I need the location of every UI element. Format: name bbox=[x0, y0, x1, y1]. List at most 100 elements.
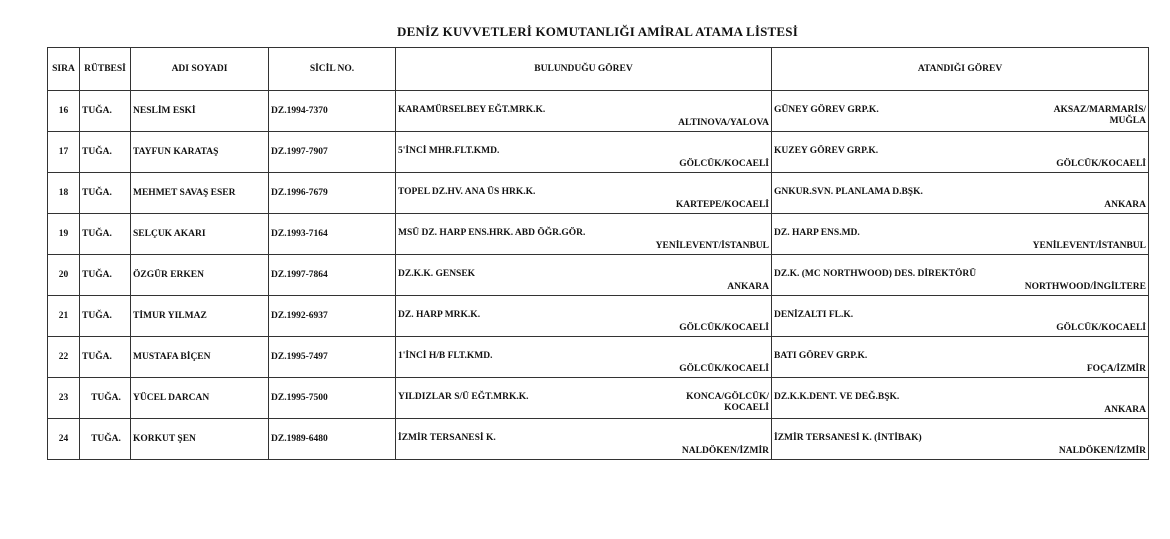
name-cell: NESLİM ESKİ bbox=[130, 90, 269, 132]
sicil-cell: DZ.1995-7497 bbox=[268, 336, 396, 378]
sicil-cell: DZ.1995-7500 bbox=[268, 377, 396, 419]
table-row: 23 TUĞA. YÜCEL DARCAN DZ.1995-7500 YILDIZLAR… bbox=[47, 377, 1149, 419]
rank-cell: TUĞA. bbox=[79, 172, 131, 214]
assigned-location: AKSAZ/MARMARİS/ MUĞLA bbox=[1053, 105, 1146, 126]
assigned-duty-cell: GÜNEY GÖREV GRP.K. AKSAZ/MARMARİS/ MUĞLA bbox=[771, 90, 1149, 132]
assigned-position: DZ.K. (MC NORTHWOOD) DES. DİREKTÖRÜ bbox=[774, 269, 977, 279]
header-ad: ADI SOYADI bbox=[130, 47, 269, 91]
name-cell: YÜCEL DARCAN bbox=[130, 377, 269, 419]
current-location: ANKARA bbox=[727, 282, 769, 292]
rank-cell: TUĞA. bbox=[79, 213, 131, 255]
current-duty-cell: 5'İNCİ MHR.FLT.KMD. GÖLCÜK/KOCAELİ bbox=[395, 131, 772, 173]
assigned-duty-cell: DENİZALTI FL.K. GÖLCÜK/KOCAELİ bbox=[771, 295, 1149, 337]
sira-cell: 18 bbox=[47, 172, 80, 214]
assigned-location: GÖLCÜK/KOCAELİ bbox=[1056, 159, 1146, 169]
name-cell: KORKUT ŞEN bbox=[130, 418, 269, 460]
sira-cell: 24 bbox=[47, 418, 80, 460]
table-row: 16 TUĞA. NESLİM ESKİ DZ.1994-7370 KARAMÜRSEL… bbox=[47, 90, 1149, 132]
assigned-position: GNKUR.SVN. PLANLAMA D.BŞK. bbox=[774, 187, 923, 197]
sira-cell: 19 bbox=[47, 213, 80, 255]
header-bulundugu: BULUNDUĞU GÖREV bbox=[395, 47, 772, 91]
header-sira: SIRA bbox=[47, 47, 80, 91]
name-cell: TİMUR YILMAZ bbox=[130, 295, 269, 337]
assigned-duty-cell: DZ.K. (MC NORTHWOOD) DES. DİREKTÖRÜ NORTH… bbox=[771, 254, 1149, 296]
current-duty-cell: KARAMÜRSELBEY EĞT.MRK.K. ALTINOVA/YALOVA bbox=[395, 90, 772, 132]
rank-cell: TUĞA. bbox=[79, 377, 131, 419]
assigned-position: DENİZALTI FL.K. bbox=[774, 310, 854, 320]
current-position: YILDIZLAR S/Ü EĞT.MRK.K. bbox=[398, 392, 529, 402]
current-duty-cell: 1'İNCİ H/B FLT.KMD. GÖLCÜK/KOCAELİ bbox=[395, 336, 772, 378]
sicil-cell: DZ.1997-7907 bbox=[268, 131, 396, 173]
name-cell: SELÇUK AKARI bbox=[130, 213, 269, 255]
current-position: KARAMÜRSELBEY EĞT.MRK.K. bbox=[398, 105, 546, 115]
assigned-location: ANKARA bbox=[1104, 200, 1146, 210]
sicil-cell: DZ.1997-7864 bbox=[268, 254, 396, 296]
sira-cell: 21 bbox=[47, 295, 80, 337]
assigned-position: DZ.K.K.DENT. VE DEĞ.BŞK. bbox=[774, 392, 900, 402]
rank-cell: TUĞA. bbox=[79, 418, 131, 460]
assigned-location: GÖLCÜK/KOCAELİ bbox=[1056, 323, 1146, 333]
sira-cell: 20 bbox=[47, 254, 80, 296]
name-cell: ÖZGÜR ERKEN bbox=[130, 254, 269, 296]
assigned-position: DZ. HARP ENS.MD. bbox=[774, 228, 860, 238]
sira-cell: 23 bbox=[47, 377, 80, 419]
assigned-location: NORTHWOOD/İNGİLTERE bbox=[1024, 282, 1146, 292]
table-row: 21 TUĞA. TİMUR YILMAZ DZ.1992-6937 DZ. HARP … bbox=[47, 295, 1149, 337]
assigned-position: GÜNEY GÖREV GRP.K. bbox=[774, 105, 879, 115]
assigned-duty-cell: GNKUR.SVN. PLANLAMA D.BŞK. ANKARA bbox=[771, 172, 1149, 214]
current-duty-cell: DZ. HARP MRK.K. GÖLCÜK/KOCAELİ bbox=[395, 295, 772, 337]
sicil-cell: DZ.1989-6480 bbox=[268, 418, 396, 460]
name-cell: MUSTAFA BİÇEN bbox=[130, 336, 269, 378]
current-position: DZ.K.K. GENSEK bbox=[398, 269, 476, 279]
current-position: MSÜ DZ. HARP ENS.HRK. ABD ÖĞR.GÖR. bbox=[398, 228, 586, 238]
current-duty-cell: MSÜ DZ. HARP ENS.HRK. ABD ÖĞR.GÖR. YENİLE… bbox=[395, 213, 772, 255]
table-row: 18 TUĞA. MEHMET SAVAŞ ESER DZ.1996-7679 TOPE… bbox=[47, 172, 1149, 214]
current-location: YENİLEVENT/İSTANBUL bbox=[655, 241, 769, 251]
table-row: 19 TUĞA. SELÇUK AKARI DZ.1993-7164 MSÜ DZ. H… bbox=[47, 213, 1149, 255]
sira-cell: 17 bbox=[47, 131, 80, 173]
assigned-position: KUZEY GÖREV GRP.K. bbox=[774, 146, 879, 156]
header-sicil: SİCİL NO. bbox=[268, 47, 396, 91]
assigned-location: NALDÖKEN/İZMİR bbox=[1058, 446, 1146, 456]
assigned-duty-cell: DZ.K.K.DENT. VE DEĞ.BŞK. ANKARA bbox=[771, 377, 1149, 419]
document-title: DENİZ KUVVETLERİ KOMUTANLIĞI AMİRAL ATAM… bbox=[397, 24, 798, 39]
assigned-location: FOÇA/İZMİR bbox=[1086, 364, 1146, 374]
header-row: SIRA RÜTBESİ ADI SOYADI SİCİL NO. BULUND… bbox=[47, 47, 1149, 91]
current-position: İZMİR TERSANESİ K. bbox=[398, 433, 496, 443]
current-position: TOPEL DZ.HV. ANA ÜS HRK.K. bbox=[398, 187, 536, 197]
current-position: DZ. HARP MRK.K. bbox=[398, 310, 481, 320]
table-row: 24 TUĞA. KORKUT ŞEN DZ.1989-6480 İZMİR TERSA… bbox=[47, 418, 1149, 460]
current-position: 1'İNCİ H/B FLT.KMD. bbox=[398, 351, 493, 361]
current-duty-cell: İZMİR TERSANESİ K. NALDÖKEN/İZMİR bbox=[395, 418, 772, 460]
current-location: NALDÖKEN/İZMİR bbox=[681, 446, 769, 456]
assigned-duty-cell: DZ. HARP ENS.MD. YENİLEVENT/İSTANBUL bbox=[771, 213, 1149, 255]
current-duty-cell: TOPEL DZ.HV. ANA ÜS HRK.K. KARTEPE/KOCAEL… bbox=[395, 172, 772, 214]
assigned-location: ANKARA bbox=[1104, 405, 1146, 415]
current-location: KONCA/GÖLCÜK/ KOCAELİ bbox=[686, 392, 769, 413]
table-row: 22 TUĞA. MUSTAFA BİÇEN DZ.1995-7497 1'İNCİ H… bbox=[47, 336, 1149, 378]
assigned-location: YENİLEVENT/İSTANBUL bbox=[1032, 241, 1146, 251]
current-location: KARTEPE/KOCAELİ bbox=[675, 200, 769, 210]
current-duty-cell: YILDIZLAR S/Ü EĞT.MRK.K. KONCA/GÖLCÜK/ KO… bbox=[395, 377, 772, 419]
sicil-cell: DZ.1994-7370 bbox=[268, 90, 396, 132]
table-row: 17 TUĞA. TAYFUN KARATAŞ DZ.1997-7907 5'İNCİ … bbox=[47, 131, 1149, 173]
name-cell: TAYFUN KARATAŞ bbox=[130, 131, 269, 173]
rank-cell: TUĞA. bbox=[79, 131, 131, 173]
sicil-cell: DZ.1996-7679 bbox=[268, 172, 396, 214]
rank-cell: TUĞA. bbox=[79, 254, 131, 296]
rank-cell: TUĞA. bbox=[79, 336, 131, 378]
current-duty-cell: DZ.K.K. GENSEK ANKARA bbox=[395, 254, 772, 296]
table-row: 20 TUĞA. ÖZGÜR ERKEN DZ.1997-7864 DZ.K.K. GE… bbox=[47, 254, 1149, 296]
sira-cell: 16 bbox=[47, 90, 80, 132]
assigned-duty-cell: KUZEY GÖREV GRP.K. GÖLCÜK/KOCAELİ bbox=[771, 131, 1149, 173]
appointment-table: SIRA RÜTBESİ ADI SOYADI SİCİL NO. BULUND… bbox=[47, 47, 1149, 460]
current-location: GÖLCÜK/KOCAELİ bbox=[679, 323, 769, 333]
assigned-position: İZMİR TERSANESİ K. (İNTİBAK) bbox=[774, 433, 922, 443]
current-location: GÖLCÜK/KOCAELİ bbox=[679, 364, 769, 374]
sicil-cell: DZ.1992-6937 bbox=[268, 295, 396, 337]
current-location: GÖLCÜK/KOCAELİ bbox=[679, 159, 769, 169]
name-cell: MEHMET SAVAŞ ESER bbox=[130, 172, 269, 214]
header-atandigi: ATANDIĞI GÖREV bbox=[771, 47, 1149, 91]
header-rutbe: RÜTBESİ bbox=[79, 47, 131, 91]
assigned-duty-cell: BATI GÖREV GRP.K. FOÇA/İZMİR bbox=[771, 336, 1149, 378]
